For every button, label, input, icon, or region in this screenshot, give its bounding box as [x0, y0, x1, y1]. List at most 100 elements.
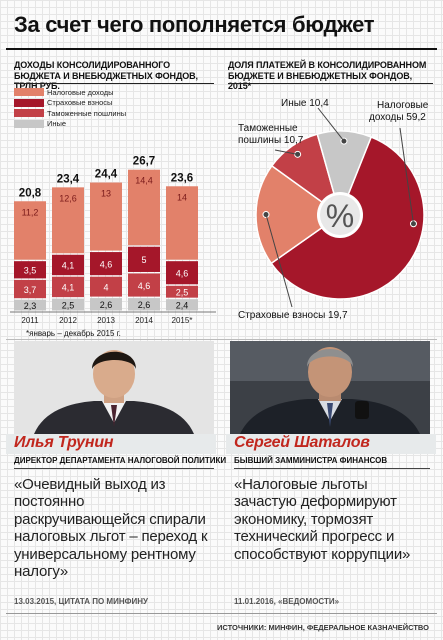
- bar-value-label: 3,5: [24, 266, 37, 276]
- bar-segment-tax: [90, 182, 122, 251]
- name-band: [6, 434, 216, 454]
- donut-center: [320, 195, 360, 235]
- pie-label-tax-value: доходы 59,2: [369, 112, 426, 123]
- bar-chart-subtitle: Доходы консолидированного бюджета и внеб…: [14, 60, 198, 91]
- x-tick-label: 2013: [97, 316, 115, 325]
- legend-label: Таможенные пошлины: [47, 108, 127, 118]
- page-title: За счет чего пополняется бюджет: [14, 12, 375, 37]
- bar-subtitle-rule: [14, 83, 214, 84]
- person-rule: [14, 468, 214, 469]
- bar-segment-tax: [166, 186, 198, 260]
- pie-leader-line: [265, 214, 293, 308]
- legend-swatch-customs: [14, 109, 44, 118]
- pie-slice-other: [316, 130, 373, 218]
- bar-value-label: 11,2: [22, 207, 39, 217]
- footnote: *январь – декабрь 2015 г.: [26, 329, 121, 338]
- portrait-trunin: [14, 341, 214, 434]
- bar-value-label: 14,4: [135, 176, 153, 186]
- pie-slice-insurance: [255, 164, 342, 265]
- bar-value-label: 4,1: [62, 261, 75, 271]
- person-role-trunin: Директор департамента налоговой политики: [14, 456, 227, 465]
- pie-label-tax: Налоговые: [377, 100, 429, 111]
- bar-legend: Налоговые доходы Страховые взносы Таможе…: [14, 87, 126, 129]
- x-tick-label: 2015*: [172, 316, 193, 325]
- legend-label: Иные: [47, 119, 67, 129]
- bar-value-label: 3,7: [24, 285, 37, 295]
- bar-value-label: 4,6: [100, 259, 113, 269]
- bar-segment-other: [52, 298, 84, 311]
- bar-segment-other: [14, 299, 46, 311]
- pie-subtitle-rule: [228, 83, 433, 84]
- charts-canvas: 2,3 3,7 3,5 11,2 20,8 2011 2,5 4,1 4,1 12,6 23,4 20…: [10, 98, 429, 325]
- bar-segment-insurance: [90, 252, 122, 276]
- person-name-trunin: Илья Трунин: [14, 434, 114, 451]
- bar-total-label: 26,7: [133, 156, 155, 168]
- bar-value-label: 2,5: [62, 300, 75, 310]
- bar-segment-customs: [166, 285, 198, 298]
- bar-value-label: 4,1: [62, 283, 75, 293]
- person-rule: [234, 468, 430, 469]
- bar-total-label: 23,6: [171, 172, 193, 184]
- person-role-shatalov: Бывший замминистра финансов: [234, 456, 388, 465]
- pie-leader-line: [399, 127, 414, 224]
- bar-value-label: 2,5: [176, 287, 189, 297]
- pie-chart-subtitle: Доля платежей в консолидированном бюджет…: [228, 60, 427, 91]
- bar-value-label: 14: [177, 192, 187, 202]
- bar-segment-tax: [52, 187, 84, 254]
- pie-leader-line: [317, 107, 345, 142]
- pie-label-insurance: Страховые взносы 19,7: [238, 310, 348, 321]
- bar-value-label: 2,6: [138, 300, 151, 310]
- section-divider: [6, 339, 437, 340]
- bar-segment-other: [166, 299, 198, 311]
- bar-segment-customs: [52, 276, 84, 298]
- bar-segment-other: [90, 298, 122, 311]
- bar-segment-insurance: [166, 261, 198, 285]
- bar-segment-insurance: [52, 254, 84, 276]
- legend-swatch-other: [14, 119, 44, 128]
- legend-item-insurance: Страховые взносы: [14, 98, 126, 109]
- bar-value-label: 13: [101, 189, 111, 199]
- title-divider: [6, 48, 437, 50]
- portrait-illustration: [230, 341, 430, 434]
- quote-shatalov: «Налоговые льготы зачастую деформируют э…: [234, 476, 411, 563]
- pie-leader-line: [274, 149, 298, 155]
- bar-value-label: 4,6: [176, 268, 189, 278]
- bar-value-label: 2,6: [100, 300, 113, 310]
- legend-label: Налоговые доходы: [47, 87, 114, 97]
- bar-segment-customs: [128, 273, 160, 297]
- bar-value-label: 12,6: [59, 193, 77, 203]
- bar-value-label: 4: [103, 282, 108, 292]
- bar-total-label: 24,4: [95, 169, 118, 181]
- portrait-shatalov: [230, 341, 430, 434]
- quote-source-shatalov: 11.01.2016, «Ведомости»: [234, 597, 340, 606]
- legend-item-tax: Налоговые доходы: [14, 87, 126, 98]
- bar-value-label: 2,4: [176, 301, 189, 311]
- bar-value-label: 2,3: [24, 301, 37, 311]
- sources-note: Источники: Минфин, Федеральное казначейс…: [217, 623, 429, 632]
- pie-label-other: Иные 10,4: [281, 98, 329, 109]
- name-band: [226, 434, 436, 454]
- person-name-shatalov: Сергей Шаталов: [234, 434, 370, 451]
- legend-label: Страховые взносы: [47, 98, 113, 108]
- bar-segment-tax: [128, 169, 160, 246]
- bar-segment-insurance: [14, 261, 46, 279]
- bar-total-label: 20,8: [19, 187, 42, 199]
- pie-label-customs: Таможенные: [238, 123, 298, 134]
- bar-segment-insurance: [128, 246, 160, 272]
- bar-value-label: 4,6: [138, 281, 151, 291]
- legend-swatch-tax: [14, 88, 44, 97]
- portrait-illustration: [14, 341, 214, 434]
- legend-item-customs: Таможенные пошлины: [14, 108, 126, 119]
- bottom-divider: [6, 613, 437, 614]
- bar-segment-tax: [14, 201, 46, 260]
- legend-swatch-insurance: [14, 98, 44, 107]
- bar-segment-other: [128, 298, 160, 311]
- bar-segment-customs: [90, 276, 122, 297]
- donut-center-label: %: [326, 198, 354, 234]
- bar-total-label: 23,4: [57, 173, 80, 185]
- pie-label-customs-value: пошлины 10,7: [238, 135, 304, 146]
- legend-item-other: Иные: [14, 119, 126, 130]
- bar-value-label: 5: [141, 255, 146, 265]
- x-tick-label: 2011: [21, 316, 39, 325]
- bar-segment-customs: [14, 279, 46, 299]
